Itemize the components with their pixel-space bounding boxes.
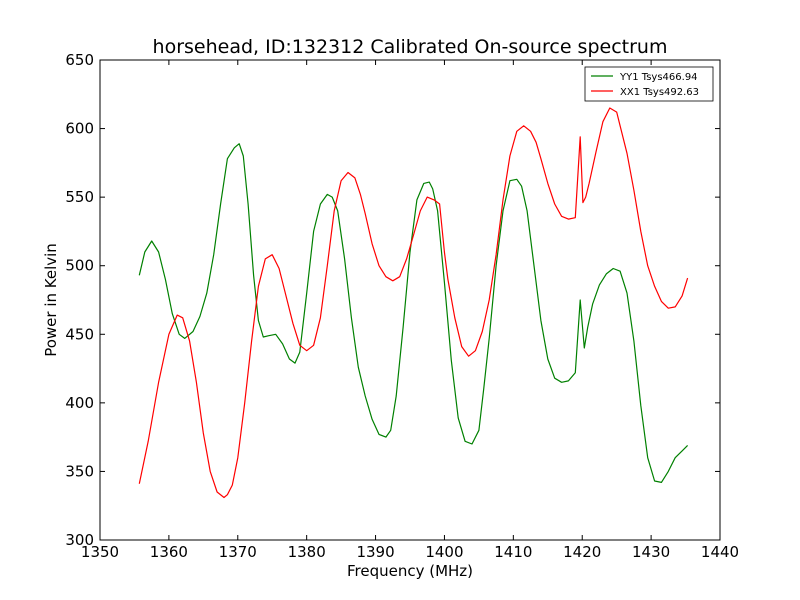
y-tick-label: 450 xyxy=(65,325,94,343)
y-tick-label: 350 xyxy=(65,462,94,480)
series-line-1 xyxy=(138,143,689,483)
series-line-2 xyxy=(138,107,689,499)
x-tick-label: 1400 xyxy=(425,543,463,561)
x-tick-label: 1410 xyxy=(494,543,532,561)
x-tick-label: 1420 xyxy=(563,543,601,561)
legend-label: YY1 Tsys466.94 xyxy=(619,72,698,83)
plot-area xyxy=(99,59,721,541)
legend-label: XX1 Tsys492.63 xyxy=(620,87,699,98)
legend-box xyxy=(584,66,714,102)
x-tick-label: 1440 xyxy=(701,543,739,561)
plot-frame xyxy=(99,59,721,541)
y-tick-label: 600 xyxy=(65,120,94,138)
x-axis-label: Frequency (MHz) xyxy=(347,562,473,580)
y-tick-label: 400 xyxy=(65,394,94,412)
x-tick-label: 1370 xyxy=(219,543,257,561)
axis-ticks: 1350 1360 1370 1380 1390 1400 1410 1420 1430 1440… xyxy=(65,51,739,561)
y-tick-label: 550 xyxy=(65,188,94,206)
y-axis-label: Power in Kelvin xyxy=(42,243,60,357)
x-tick-label: 1350 xyxy=(81,543,119,561)
legend: YY1 Tsys466.94 XX1 Tsys492.63 xyxy=(584,66,714,102)
x-tick-label: 1360 xyxy=(150,543,188,561)
y-tick-label: 650 xyxy=(65,51,94,69)
x-tick-label: 1430 xyxy=(632,543,670,561)
x-tick-label: 1380 xyxy=(288,543,326,561)
y-tick-label: 500 xyxy=(65,257,94,275)
y-tick-label: 300 xyxy=(65,531,94,549)
x-tick-label: 1390 xyxy=(356,543,394,561)
chart-title: horsehead, ID:132312 Calibrated On-sourc… xyxy=(153,36,668,58)
